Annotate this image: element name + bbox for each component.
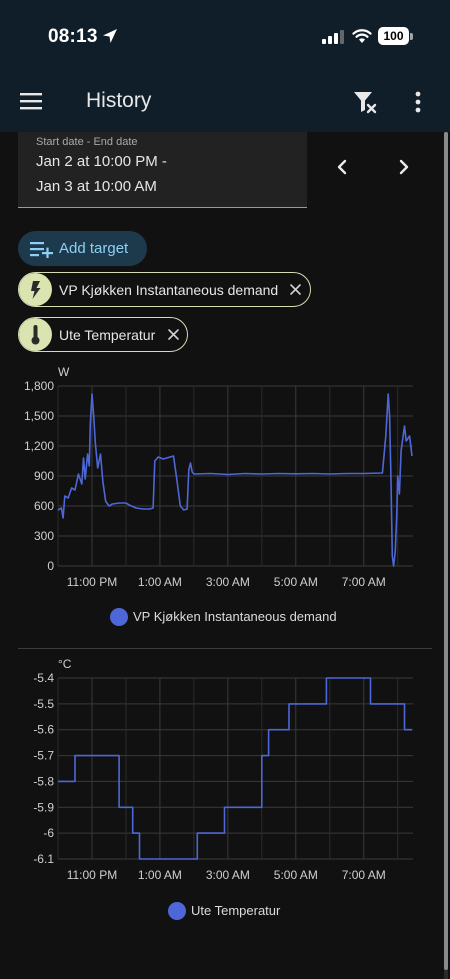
add-target-label: Add target [59, 240, 129, 257]
scrollbar-thumb[interactable] [444, 132, 448, 970]
y-tick-label: -5.8 [33, 774, 54, 788]
y-tick-label: 1,800 [24, 379, 54, 393]
y-axis-unit: W [58, 365, 70, 379]
x-tick-label: 11:00 PM [67, 575, 117, 589]
chevron-left-icon[interactable] [330, 155, 354, 179]
close-icon[interactable] [167, 328, 180, 341]
app-bar: History [0, 72, 450, 132]
chip-label: Ute Temperatur [59, 327, 156, 343]
x-tick-label: 5:00 AM [274, 868, 318, 882]
legend-label: VP Kjøkken Instantaneous demand [133, 609, 337, 624]
legend-swatch [110, 608, 128, 626]
series-line [57, 393, 413, 567]
y-tick-label: -6.1 [33, 852, 54, 866]
thermometer-icon [31, 325, 40, 345]
add-target-button[interactable]: Add target [18, 231, 147, 266]
y-tick-label: 600 [34, 499, 54, 513]
status-time: 08:13 [48, 26, 98, 47]
page-title: History [86, 89, 152, 112]
x-tick-label: 3:00 AM [206, 575, 250, 589]
y-tick-label: -5.9 [33, 800, 54, 814]
x-tick-label: 5:00 AM [274, 575, 318, 589]
chart-divider [18, 648, 432, 649]
y-axis-unit: °C [58, 657, 72, 671]
wifi-icon [352, 29, 372, 43]
target-chip-temperature[interactable]: Ute Temperatur [18, 317, 188, 352]
x-tick-label: 7:00 AM [342, 868, 386, 882]
power-chart: 1,800 1,500 1,200 900 600 300 0 11:00 PM 1:00 AM… [0, 360, 440, 600]
menu-icon[interactable] [20, 91, 42, 111]
x-tick-label: 1:00 AM [138, 575, 182, 589]
filter-remove-icon[interactable] [352, 89, 378, 115]
legend-label: Ute Temperatur [191, 903, 281, 918]
y-tick-label: -5.6 [33, 723, 54, 737]
x-tick-label: 7:00 AM [342, 575, 386, 589]
x-tick-label: 3:00 AM [206, 868, 250, 882]
y-tick-label: 0 [47, 559, 54, 573]
legend-swatch [168, 902, 186, 920]
date-range-start: Jan 2 at 10:00 PM - [36, 153, 167, 170]
temperature-chart: -5.4 -5.5 -5.6 -5.7 -5.8 -5.9 -6 -6.1 11:00 PM 1:… [0, 655, 440, 895]
status-bar: 08:13 100 [0, 0, 450, 72]
temperature-chart-svg: -5.4 -5.5 -5.6 -5.7 -5.8 -5.9 -6 -6.1 11:00 PM 1:… [33, 657, 413, 882]
x-tick-label: 11:00 PM [67, 868, 117, 882]
chip-avatar [19, 273, 52, 306]
battery-tip [410, 33, 413, 40]
cellular-signal-icon [322, 30, 344, 44]
target-chip-demand[interactable]: VP Kjøkken Instantaneous demand [18, 272, 311, 307]
y-tick-label: 1,500 [24, 409, 54, 423]
chip-label: VP Kjøkken Instantaneous demand [59, 282, 279, 298]
location-arrow-icon [103, 29, 117, 43]
y-tick-label: -5.7 [33, 749, 54, 763]
date-range-label: Start date - End date [36, 136, 138, 148]
playlist-add-icon [30, 242, 53, 258]
date-range-picker[interactable]: Start date - End date Jan 2 at 10:00 PM … [18, 132, 307, 208]
battery-indicator: 100 [378, 27, 409, 45]
chevron-right-icon[interactable] [392, 155, 416, 179]
series-line [58, 677, 412, 860]
y-tick-label: -5.5 [33, 697, 54, 711]
date-range-end: Jan 3 at 10:00 AM [36, 178, 157, 195]
y-tick-label: 300 [34, 529, 54, 543]
y-tick-label: -6 [43, 826, 54, 840]
y-tick-label: 1,200 [24, 439, 54, 453]
more-vertical-icon[interactable] [408, 90, 428, 114]
flash-icon [31, 281, 41, 299]
close-icon[interactable] [289, 283, 302, 296]
y-tick-label: 900 [34, 469, 54, 483]
x-tick-label: 1:00 AM [138, 868, 182, 882]
power-chart-svg: 1,800 1,500 1,200 900 600 300 0 11:00 PM 1:00 AM… [24, 365, 413, 589]
y-tick-label: -5.4 [33, 671, 54, 685]
chip-avatar [19, 318, 52, 351]
